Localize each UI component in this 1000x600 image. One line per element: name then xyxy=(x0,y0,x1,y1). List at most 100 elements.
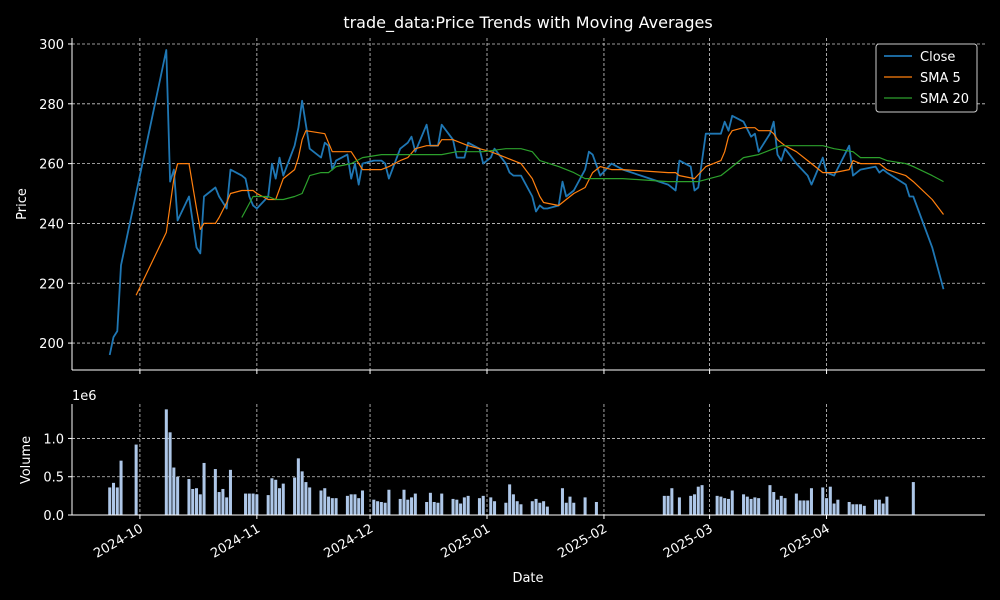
volume-bar xyxy=(360,490,365,515)
volume-bar xyxy=(493,501,497,515)
volume-bar xyxy=(723,498,727,515)
volume-bar xyxy=(255,494,259,515)
volume-bar xyxy=(387,489,391,515)
volume-bar xyxy=(202,462,206,515)
volume-bar xyxy=(134,444,138,515)
price-ytick-label: 220 xyxy=(39,277,64,292)
volume-bar xyxy=(277,488,282,515)
volume-bar xyxy=(349,494,353,515)
volume-bar xyxy=(730,490,734,515)
volume-bar xyxy=(164,409,168,515)
volume-bar xyxy=(779,495,783,515)
volume-bar xyxy=(436,502,440,515)
volume-bar xyxy=(881,503,885,515)
volume-bar xyxy=(745,496,749,515)
volume-bar xyxy=(560,488,564,515)
volume-bar xyxy=(172,467,176,515)
volume-bar xyxy=(911,482,915,515)
volume-bar xyxy=(715,495,719,515)
chart-title: trade_data:Price Trends with Moving Aver… xyxy=(343,13,712,33)
volume-bar xyxy=(772,492,776,515)
volume-bar xyxy=(108,487,112,515)
price-ylabel: Price xyxy=(15,188,30,220)
volume-bar xyxy=(862,505,866,515)
volume-bar xyxy=(247,493,251,515)
volume-bar xyxy=(515,501,519,515)
volume-bar xyxy=(428,492,432,515)
volume-bar xyxy=(432,501,436,515)
volume-bar xyxy=(244,493,248,515)
volume-ytick-label: 0.0 xyxy=(43,509,64,524)
price-ytick-label: 200 xyxy=(39,337,64,352)
volume-bar xyxy=(274,479,278,515)
volume-bar xyxy=(689,495,693,515)
price-ytick-label: 240 xyxy=(39,217,64,232)
volume-bar xyxy=(406,499,410,515)
volume-bar xyxy=(489,497,493,515)
volume-scale-label: 1e6 xyxy=(72,389,97,404)
volume-bar xyxy=(383,502,387,515)
volume-bar xyxy=(270,478,274,515)
volume-bar xyxy=(662,495,666,515)
volume-bar xyxy=(462,497,466,515)
volume-bar xyxy=(425,501,429,515)
price-ytick-label: 280 xyxy=(39,98,64,113)
volume-bar xyxy=(825,498,829,515)
volume-bar xyxy=(477,498,481,515)
volume-bar xyxy=(266,495,270,515)
volume-bar xyxy=(666,495,670,515)
volume-bar xyxy=(440,493,444,515)
volume-bar xyxy=(855,504,859,515)
volume-bar xyxy=(198,494,202,515)
volume-bar xyxy=(877,499,881,515)
volume-bar xyxy=(885,496,889,515)
volume-bar xyxy=(319,490,323,515)
volume-bar xyxy=(345,495,349,515)
series-line-close xyxy=(108,49,945,356)
volume-bar xyxy=(742,494,746,515)
volume-bar xyxy=(542,501,546,515)
legend-label: Close xyxy=(920,50,955,65)
volume-bar xyxy=(213,469,217,515)
volume-bar xyxy=(508,484,512,515)
volume-bar xyxy=(858,504,863,515)
volume-bar xyxy=(119,460,123,515)
volume-bar xyxy=(794,493,798,515)
volume-bar xyxy=(372,499,376,515)
volume-ylabel: Volume xyxy=(19,436,34,484)
volume-bar xyxy=(753,497,757,515)
volume-bar xyxy=(832,503,836,515)
volume-bar xyxy=(821,487,825,515)
volume-bar xyxy=(806,500,810,515)
volume-bar xyxy=(783,498,787,515)
volume-bar xyxy=(677,497,681,515)
volume-bar xyxy=(545,506,549,515)
volume-bar xyxy=(538,502,542,515)
volume-bar xyxy=(670,488,674,515)
volume-bar xyxy=(398,498,402,515)
volume-bar xyxy=(281,483,285,515)
volume-bar xyxy=(296,458,300,515)
volume-ytick-label: 1.0 xyxy=(43,432,64,447)
volume-bar xyxy=(187,479,191,515)
volume-bar xyxy=(228,469,232,515)
volume-bar xyxy=(828,486,832,515)
volume-bar xyxy=(455,499,459,515)
volume-bar xyxy=(300,471,304,515)
volume-bar xyxy=(308,487,312,515)
volume-bar xyxy=(217,492,221,515)
volume-bar xyxy=(410,497,414,515)
legend-label: SMA 20 xyxy=(920,92,969,107)
volume-bar xyxy=(357,498,361,515)
volume-bar xyxy=(304,482,308,515)
volume-bar xyxy=(459,503,463,515)
volume-bar xyxy=(191,488,195,515)
series-line-sma-5 xyxy=(135,127,944,296)
volume-bar xyxy=(568,496,572,515)
volume-bar xyxy=(221,488,225,515)
legend-label: SMA 5 xyxy=(920,71,961,86)
volume-bar xyxy=(836,499,840,515)
volume-bar xyxy=(481,495,485,515)
volume-bar xyxy=(225,497,229,515)
price-panel: 200 220 240 260 280 300 Price Close SMA 5 SMA 2… xyxy=(15,38,985,374)
